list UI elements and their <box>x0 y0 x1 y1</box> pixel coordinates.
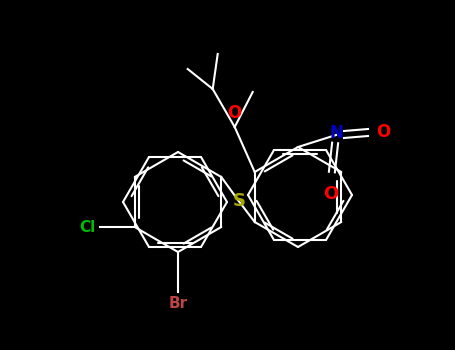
Text: Br: Br <box>168 296 187 311</box>
Text: O: O <box>376 123 390 141</box>
Text: N: N <box>329 124 343 142</box>
Text: O: O <box>324 185 339 203</box>
Text: S: S <box>233 192 246 210</box>
Text: O: O <box>228 104 242 122</box>
Text: Cl: Cl <box>80 219 96 234</box>
